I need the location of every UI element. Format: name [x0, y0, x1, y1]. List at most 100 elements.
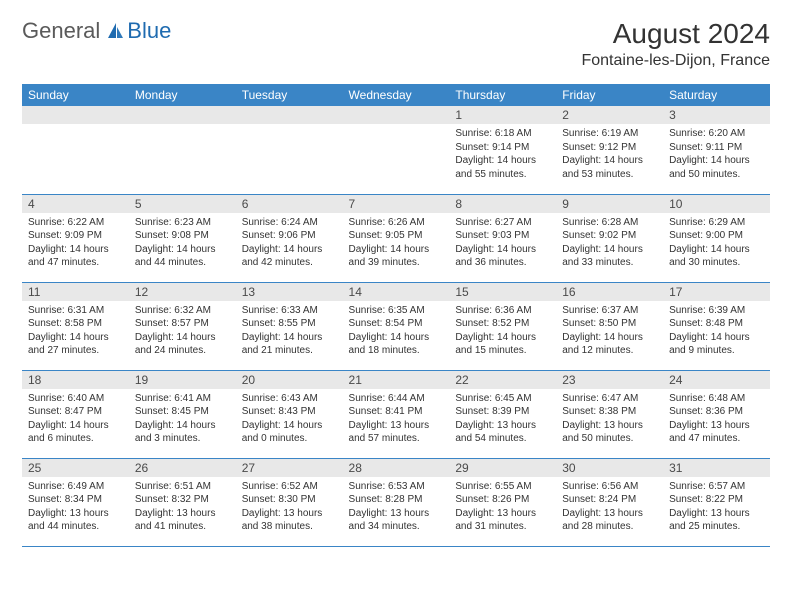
sunset-text: Sunset: 8:45 PM — [135, 405, 230, 419]
calendar-cell: 4Sunrise: 6:22 AMSunset: 9:09 PMDaylight… — [22, 194, 129, 282]
day-info: Sunrise: 6:31 AMSunset: 8:58 PMDaylight:… — [22, 301, 129, 362]
day-info: Sunrise: 6:22 AMSunset: 9:09 PMDaylight:… — [22, 213, 129, 274]
daylight-text: Daylight: 13 hours and 47 minutes. — [669, 419, 764, 446]
sunset-text: Sunset: 8:47 PM — [28, 405, 123, 419]
daylight-text: Daylight: 14 hours and 47 minutes. — [28, 243, 123, 270]
calendar-cell: 3Sunrise: 6:20 AMSunset: 9:11 PMDaylight… — [663, 106, 770, 194]
daylight-text: Daylight: 13 hours and 41 minutes. — [135, 507, 230, 534]
sunrise-text: Sunrise: 6:18 AM — [455, 127, 550, 141]
sunrise-text: Sunrise: 6:40 AM — [28, 392, 123, 406]
daylight-text: Daylight: 14 hours and 15 minutes. — [455, 331, 550, 358]
calendar-cell: 19Sunrise: 6:41 AMSunset: 8:45 PMDayligh… — [129, 370, 236, 458]
calendar-cell: 16Sunrise: 6:37 AMSunset: 8:50 PMDayligh… — [556, 282, 663, 370]
calendar-cell: 6Sunrise: 6:24 AMSunset: 9:06 PMDaylight… — [236, 194, 343, 282]
day-info: Sunrise: 6:28 AMSunset: 9:02 PMDaylight:… — [556, 213, 663, 274]
sunset-text: Sunset: 8:39 PM — [455, 405, 550, 419]
sunset-text: Sunset: 8:54 PM — [349, 317, 444, 331]
sunset-text: Sunset: 8:36 PM — [669, 405, 764, 419]
calendar-cell: 15Sunrise: 6:36 AMSunset: 8:52 PMDayligh… — [449, 282, 556, 370]
day-number: 9 — [556, 195, 663, 213]
calendar-cell: 24 Sunrise: 6:48 AMSunset: 8:36 PMDayligh… — [663, 370, 770, 458]
sunset-text: Sunset: 8:43 PM — [242, 405, 337, 419]
sunrise-text: Sunrise: 6:28 AM — [562, 216, 657, 230]
sunset-text: Sunset: 9:12 PM — [562, 141, 657, 155]
day-number: 22 — [449, 371, 556, 389]
sunrise-text: Sunrise: 6:19 AM — [562, 127, 657, 141]
calendar-table: SundayMondayTuesdayWednesdayThursdayFrid… — [22, 84, 770, 547]
day-header: Saturday — [663, 84, 770, 106]
sunset-text: Sunset: 8:57 PM — [135, 317, 230, 331]
day-info: Sunrise: 6:51 AMSunset: 8:32 PMDaylight:… — [129, 477, 236, 538]
day-number: 5 — [129, 195, 236, 213]
sunset-text: Sunset: 8:38 PM — [562, 405, 657, 419]
day-info: Sunrise: 6:24 AMSunset: 9:06 PMDaylight:… — [236, 213, 343, 274]
day-info: Sunrise: 6:45 AMSunset: 8:39 PMDaylight:… — [449, 389, 556, 450]
calendar-cell: 18Sunrise: 6:40 AMSunset: 8:47 PMDayligh… — [22, 370, 129, 458]
day-number: 25 — [22, 459, 129, 477]
sunrise-text: Sunrise: 6:43 AM — [242, 392, 337, 406]
daylight-text: Daylight: 14 hours and 12 minutes. — [562, 331, 657, 358]
sunset-text: Sunset: 9:11 PM — [669, 141, 764, 155]
calendar-cell: 8Sunrise: 6:27 AMSunset: 9:03 PMDaylight… — [449, 194, 556, 282]
day-info: Sunrise: 6:26 AMSunset: 9:05 PMDaylight:… — [343, 213, 450, 274]
sunrise-text: Sunrise: 6:22 AM — [28, 216, 123, 230]
day-number-empty — [343, 106, 450, 124]
day-info: Sunrise: 6:39 AMSunset: 8:48 PMDaylight:… — [663, 301, 770, 362]
calendar-cell: 23Sunrise: 6:47 AMSunset: 8:38 PMDayligh… — [556, 370, 663, 458]
sunrise-text: Sunrise: 6:47 AM — [562, 392, 657, 406]
day-number: 16 — [556, 283, 663, 301]
daylight-text: Daylight: 13 hours and 38 minutes. — [242, 507, 337, 534]
calendar-cell: 13Sunrise: 6:33 AMSunset: 8:55 PMDayligh… — [236, 282, 343, 370]
day-number-empty — [22, 106, 129, 124]
day-header: Thursday — [449, 84, 556, 106]
daylight-text: Daylight: 14 hours and 53 minutes. — [562, 154, 657, 181]
day-header: Monday — [129, 84, 236, 106]
day-info: Sunrise: 6:35 AMSunset: 8:54 PMDaylight:… — [343, 301, 450, 362]
day-number: 3 — [663, 106, 770, 124]
sunrise-text: Sunrise: 6:48 AM — [669, 392, 764, 406]
daylight-text: Daylight: 14 hours and 18 minutes. — [349, 331, 444, 358]
sunset-text: Sunset: 8:28 PM — [349, 493, 444, 507]
day-header: Tuesday — [236, 84, 343, 106]
day-number-empty — [129, 106, 236, 124]
daylight-text: Daylight: 14 hours and 55 minutes. — [455, 154, 550, 181]
calendar-body: 1Sunrise: 6:18 AMSunset: 9:14 PMDaylight… — [22, 106, 770, 546]
logo-text-general: General — [22, 18, 100, 44]
calendar-cell: 11Sunrise: 6:31 AMSunset: 8:58 PMDayligh… — [22, 282, 129, 370]
sunset-text: Sunset: 9:09 PM — [28, 229, 123, 243]
day-info: Sunrise: 6:57 AMSunset: 8:22 PMDaylight:… — [663, 477, 770, 538]
sunrise-text: Sunrise: 6:51 AM — [135, 480, 230, 494]
sunrise-text: Sunrise: 6:32 AM — [135, 304, 230, 318]
sunrise-text: Sunrise: 6:26 AM — [349, 216, 444, 230]
day-header: Friday — [556, 84, 663, 106]
day-info: Sunrise: 6:55 AMSunset: 8:26 PMDaylight:… — [449, 477, 556, 538]
sunset-text: Sunset: 9:05 PM — [349, 229, 444, 243]
sunrise-text: Sunrise: 6:49 AM — [28, 480, 123, 494]
calendar-cell: 17Sunrise: 6:39 AMSunset: 8:48 PMDayligh… — [663, 282, 770, 370]
sunset-text: Sunset: 8:41 PM — [349, 405, 444, 419]
sunrise-text: Sunrise: 6:45 AM — [455, 392, 550, 406]
day-number: 27 — [236, 459, 343, 477]
day-number: 2 — [556, 106, 663, 124]
logo-text-blue: Blue — [127, 18, 171, 44]
calendar-cell: 5Sunrise: 6:23 AMSunset: 9:08 PMDaylight… — [129, 194, 236, 282]
day-number: 20 — [236, 371, 343, 389]
day-number: 11 — [22, 283, 129, 301]
daylight-text: Daylight: 14 hours and 24 minutes. — [135, 331, 230, 358]
day-header: Wednesday — [343, 84, 450, 106]
daylight-text: Daylight: 14 hours and 30 minutes. — [669, 243, 764, 270]
daylight-text: Daylight: 14 hours and 50 minutes. — [669, 154, 764, 181]
day-number: 26 — [129, 459, 236, 477]
calendar-cell: 22Sunrise: 6:45 AMSunset: 8:39 PMDayligh… — [449, 370, 556, 458]
calendar-cell: 25Sunrise: 6:49 AMSunset: 8:34 PMDayligh… — [22, 458, 129, 546]
calendar-week: 25Sunrise: 6:49 AMSunset: 8:34 PMDayligh… — [22, 458, 770, 546]
calendar-cell: 29Sunrise: 6:55 AMSunset: 8:26 PMDayligh… — [449, 458, 556, 546]
sunset-text: Sunset: 8:52 PM — [455, 317, 550, 331]
sunset-text: Sunset: 8:48 PM — [669, 317, 764, 331]
day-number: 23 — [556, 371, 663, 389]
day-number: 30 — [556, 459, 663, 477]
day-header: Sunday — [22, 84, 129, 106]
day-number: 24 — [663, 371, 770, 389]
daylight-text: Daylight: 14 hours and 3 minutes. — [135, 419, 230, 446]
day-number: 7 — [343, 195, 450, 213]
